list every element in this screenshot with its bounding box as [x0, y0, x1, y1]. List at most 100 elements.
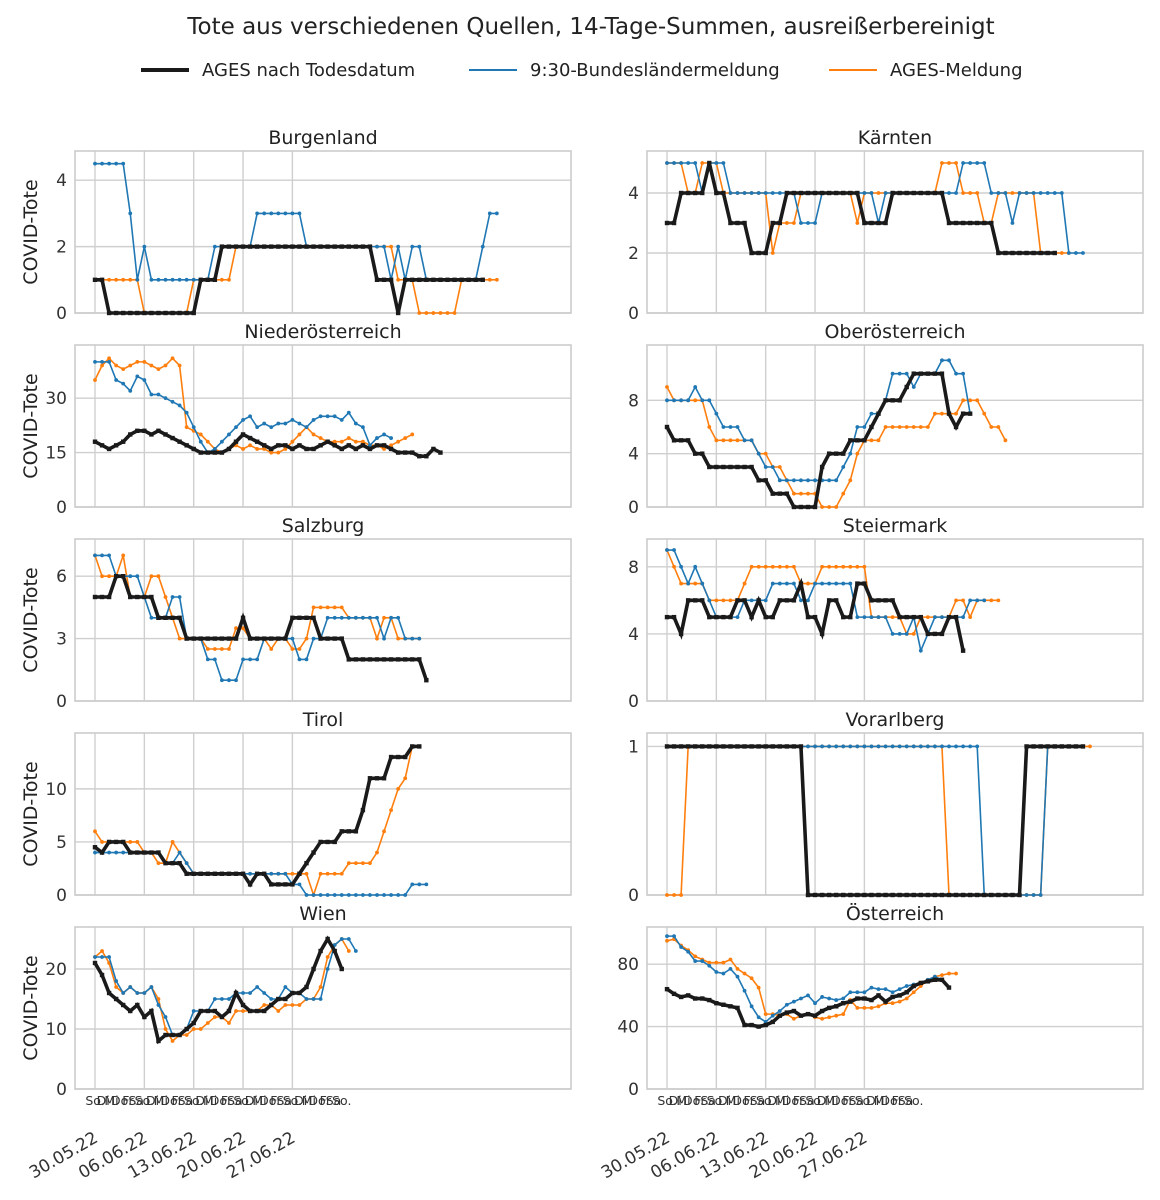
data-point — [353, 244, 359, 249]
data-point — [933, 744, 937, 749]
data-point — [283, 871, 288, 876]
data-point — [297, 615, 302, 620]
data-point — [177, 1032, 182, 1038]
data-point — [947, 744, 951, 749]
data-point — [99, 850, 105, 855]
data-point — [954, 161, 958, 165]
data-point — [671, 991, 677, 997]
data-point — [904, 632, 909, 636]
data-point — [220, 439, 224, 444]
data-point — [431, 311, 436, 315]
data-point — [1010, 221, 1015, 225]
data-point — [876, 411, 881, 416]
data-point — [445, 311, 450, 315]
legend-item-ages-meldung: AGES-Meldung — [829, 60, 1023, 81]
data-point — [163, 860, 168, 866]
data-point — [368, 615, 372, 620]
data-point — [665, 893, 669, 897]
data-point — [156, 861, 161, 866]
data-point — [826, 190, 832, 196]
data-point — [339, 871, 344, 876]
data-point — [318, 997, 323, 1001]
data-point — [424, 882, 429, 887]
data-point — [946, 614, 952, 620]
data-point — [862, 425, 867, 429]
data-point — [685, 993, 691, 998]
data-point — [212, 447, 217, 451]
data-point — [346, 893, 351, 897]
data-point — [396, 636, 401, 641]
data-point — [262, 211, 267, 216]
data-point — [106, 839, 112, 845]
data-point — [135, 850, 140, 855]
data-point — [1066, 744, 1072, 749]
y-tick-label: 6 — [56, 567, 67, 587]
data-point — [805, 892, 811, 898]
data-point — [876, 598, 881, 603]
data-point — [163, 1015, 168, 1019]
data-point — [395, 450, 401, 455]
data-point — [424, 277, 429, 283]
data-point — [226, 636, 232, 641]
y-tick-label: 8 — [628, 558, 639, 578]
data-point — [325, 615, 330, 620]
data-point — [693, 581, 698, 586]
data-point — [721, 464, 726, 470]
data-point — [128, 574, 133, 579]
data-point — [177, 277, 182, 282]
data-point — [918, 425, 923, 429]
data-point — [883, 598, 888, 603]
data-point — [686, 161, 691, 165]
data-point — [890, 632, 895, 636]
data-point — [714, 190, 719, 196]
data-point — [671, 614, 677, 620]
data-point — [304, 871, 309, 876]
data-point — [177, 850, 182, 855]
data-point — [205, 657, 210, 662]
data-point — [191, 1027, 196, 1031]
data-point — [212, 277, 218, 283]
data-point — [700, 398, 705, 403]
data-point — [834, 598, 839, 603]
data-point — [388, 277, 394, 283]
data-point — [304, 984, 309, 990]
data-point — [247, 1008, 253, 1014]
data-point — [367, 244, 373, 249]
data-point — [961, 598, 965, 603]
data-point — [834, 1013, 839, 1018]
data-point — [770, 220, 775, 226]
data-point — [869, 744, 874, 749]
y-tick-label: 0 — [628, 304, 639, 324]
data-point — [142, 359, 147, 364]
data-point — [841, 564, 846, 569]
data-point — [198, 1027, 203, 1031]
data-point — [728, 614, 733, 620]
data-point — [1017, 250, 1022, 256]
data-point — [693, 190, 698, 196]
day-tick-label: Di — [767, 1093, 780, 1108]
data-point — [869, 615, 874, 620]
data-point — [283, 447, 288, 451]
data-point — [918, 744, 923, 749]
data-point — [1038, 250, 1043, 256]
data-point — [834, 1004, 839, 1009]
y-axis-label: COVID-Tote — [20, 373, 42, 478]
data-point — [940, 615, 944, 620]
data-point — [897, 425, 902, 429]
data-point — [149, 615, 154, 620]
data-point — [276, 421, 281, 426]
data-point — [869, 438, 874, 443]
data-point — [290, 439, 295, 444]
data-point — [92, 960, 98, 966]
data-point — [770, 251, 775, 255]
data-point — [149, 392, 154, 397]
data-point — [777, 744, 782, 749]
data-point — [381, 443, 387, 448]
data-point — [996, 250, 1001, 256]
data-point — [735, 220, 740, 226]
day-tick-label: So. — [707, 1093, 726, 1108]
data-point — [869, 598, 874, 603]
data-point — [911, 190, 916, 196]
data-point — [784, 564, 789, 569]
data-point — [353, 421, 358, 426]
